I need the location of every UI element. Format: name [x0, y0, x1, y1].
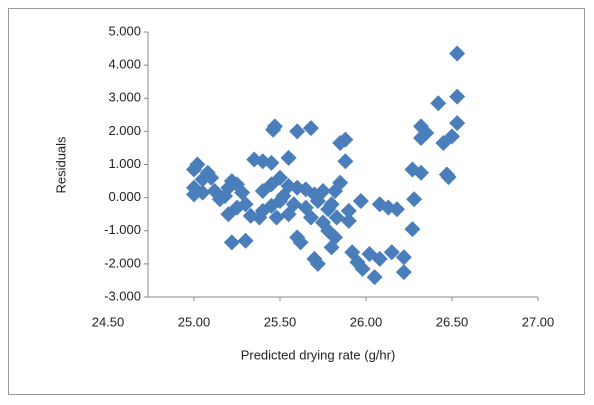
point — [194, 184, 211, 201]
point — [383, 244, 400, 261]
y-tick-label: 1.000 — [108, 156, 141, 171]
x-tick-label: 27.00 — [522, 314, 555, 329]
x-tick-label: 26.50 — [436, 314, 469, 329]
point — [395, 249, 412, 266]
point — [275, 187, 292, 204]
point — [223, 234, 240, 251]
point — [268, 209, 285, 226]
point — [340, 202, 357, 219]
y-tick-label: 5.000 — [108, 23, 141, 38]
point — [315, 214, 331, 231]
x-tick-label: 25.00 — [178, 314, 211, 329]
point — [344, 244, 361, 261]
point — [328, 209, 345, 226]
y-tick-label: 4.000 — [108, 57, 141, 72]
point — [280, 149, 297, 166]
point — [263, 176, 280, 193]
x-axis-title: Predicted drying rate (g/hr) — [241, 347, 396, 362]
point — [440, 169, 457, 186]
point — [361, 245, 378, 262]
point — [280, 206, 297, 223]
point — [413, 164, 430, 181]
point — [449, 45, 466, 62]
point — [332, 134, 349, 151]
point — [430, 95, 447, 112]
point — [254, 153, 271, 170]
x-tick-label: 25.50 — [264, 314, 297, 329]
y-tick-label: 0.000 — [108, 189, 141, 204]
y-axis-title: Residuals — [53, 136, 68, 194]
x-tick-label: 26.00 — [350, 314, 383, 329]
point — [320, 201, 337, 218]
y-tick-label: 2.000 — [108, 123, 141, 138]
point — [254, 202, 271, 219]
point — [352, 192, 369, 209]
point — [413, 130, 430, 146]
point — [449, 88, 466, 105]
point — [366, 269, 383, 286]
y-tick-label: -1.000 — [104, 222, 141, 237]
point — [309, 192, 326, 209]
point — [186, 161, 202, 178]
point — [340, 212, 357, 229]
point — [302, 120, 319, 137]
point — [371, 196, 388, 213]
point — [194, 171, 211, 188]
point — [242, 207, 259, 224]
point — [289, 123, 306, 140]
point — [289, 229, 306, 246]
point — [395, 264, 412, 281]
point — [265, 121, 282, 138]
x-tick-label: 24.50 — [92, 314, 125, 329]
point — [406, 191, 423, 208]
point — [327, 183, 344, 199]
point — [246, 151, 263, 168]
point — [404, 221, 421, 238]
y-tick-label: -3.000 — [104, 288, 141, 303]
point — [229, 199, 245, 216]
point — [302, 209, 319, 226]
point — [237, 232, 254, 249]
point — [449, 115, 466, 132]
point — [327, 229, 344, 246]
point — [444, 128, 460, 145]
y-tick-label: 3.000 — [108, 90, 141, 105]
point — [206, 183, 223, 199]
point — [309, 255, 326, 272]
point — [337, 153, 354, 170]
y-tick-label: -2.000 — [104, 255, 141, 270]
